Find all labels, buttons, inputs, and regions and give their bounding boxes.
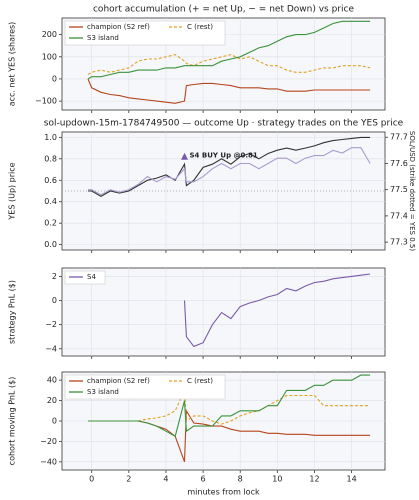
- y-tick-label: 0: [52, 296, 57, 305]
- x-tick-label: 4: [163, 475, 168, 484]
- y2-axis-label: SOL/USD (strike dotted = YES 0.5): [408, 131, 416, 251]
- series-line: [87, 20, 371, 80]
- y-axis-label: strategy PnL ($): [8, 280, 17, 344]
- y-tick-label: 1.0: [44, 133, 57, 142]
- x-axis-label: minutes from lock: [187, 488, 260, 497]
- series-line: [183, 273, 371, 348]
- y2-tick-label: 77.3: [390, 238, 408, 247]
- y2-tick-label: 77.5: [390, 185, 408, 194]
- y-tick-label: −100: [35, 97, 57, 106]
- legend-label: S3 island: [87, 34, 119, 42]
- y-tick-label: 2: [52, 272, 57, 281]
- panel-title: cohort accumulation (+ = net Up, − = net…: [93, 5, 354, 15]
- legend-label: champion (S2 ref): [87, 23, 150, 31]
- plot-area: [61, 267, 386, 357]
- y-tick-label: 0.2: [44, 219, 57, 228]
- legend-label: S4: [87, 273, 96, 281]
- x-tick-label: 12: [309, 475, 319, 484]
- series-line: [88, 374, 371, 438]
- y-tick-label: −20: [40, 437, 57, 446]
- series-line: [87, 54, 371, 75]
- y-tick-label: 20: [47, 396, 57, 405]
- panel-title: sol-updown-15m-1784749500 — outcome Up ·…: [44, 119, 404, 129]
- legend-box: [64, 374, 226, 400]
- x-tick-label: 0: [89, 475, 94, 484]
- legend-label: C (rest): [187, 23, 213, 31]
- x-tick-label: 2: [126, 475, 131, 484]
- y2-tick-label: 77.4: [390, 211, 408, 220]
- y-tick-label: 0.0: [44, 240, 57, 249]
- series-line: [88, 147, 371, 196]
- legend-label: champion (S2 ref): [87, 377, 150, 385]
- trade-marker: [181, 152, 189, 160]
- y-tick-label: 40: [47, 376, 57, 385]
- y-tick-label: 0.6: [44, 176, 57, 185]
- x-tick-label: 14: [346, 475, 356, 484]
- legend-label: S3 island: [87, 388, 119, 396]
- x-tick-label: 8: [238, 475, 243, 484]
- y-tick-label: −40: [40, 457, 57, 466]
- legend-label: C (rest): [187, 377, 213, 385]
- y-axis-label: cohort moving PnL ($): [8, 377, 17, 466]
- y2-tick-label: 77.7: [390, 133, 408, 142]
- y-tick-label: 100: [42, 52, 57, 61]
- y-tick-label: −2: [45, 320, 57, 329]
- y-axis-label: acc. net YES (shares): [8, 22, 17, 107]
- series-line: [88, 390, 371, 425]
- y-tick-label: 200: [42, 30, 57, 39]
- legend-box: [64, 270, 106, 285]
- series-line: [87, 78, 371, 104]
- y-tick-label: 0: [52, 74, 57, 83]
- y-tick-label: −4: [45, 344, 57, 353]
- x-tick-label: 6: [201, 475, 206, 484]
- y-tick-label: 0: [52, 417, 57, 426]
- x-tick-label: 10: [272, 475, 282, 484]
- y2-tick-label: 77.6: [390, 159, 408, 168]
- y-tick-label: 0.4: [44, 197, 57, 206]
- y-tick-label: 0.8: [44, 154, 57, 163]
- legend-box: [64, 20, 226, 46]
- series-line: [88, 136, 371, 198]
- y-axis-label: YES (Up) price: [8, 162, 17, 220]
- trade-label: S4 BUY Up @0.81: [190, 152, 258, 160]
